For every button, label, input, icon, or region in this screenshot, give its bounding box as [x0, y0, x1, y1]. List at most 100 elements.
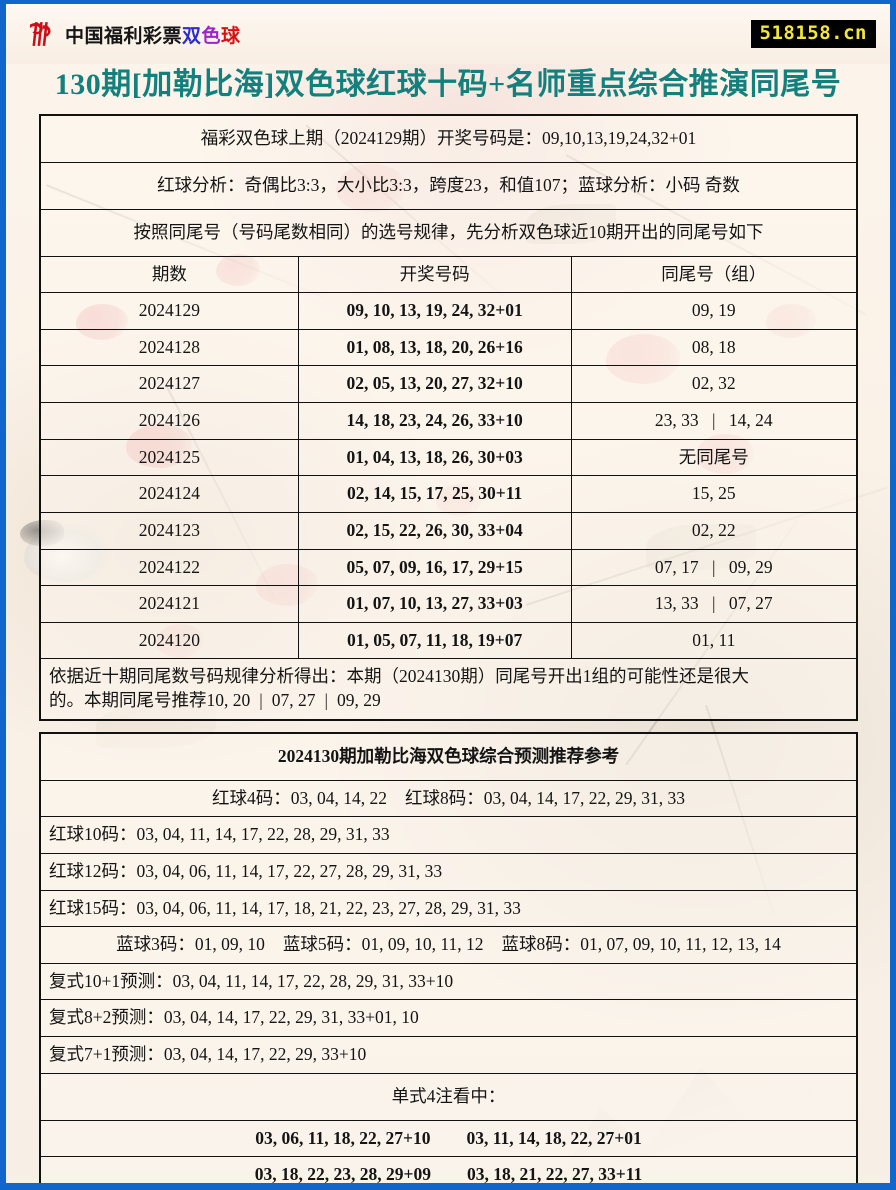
cell-issue: 2024128 [39, 328, 299, 367]
forecast-row-red15: 红球15码：03, 04, 06, 11, 14, 17, 18, 21, 22… [39, 889, 858, 928]
single-bet-1: 03, 06, 11, 18, 22, 27+10 [255, 1127, 431, 1148]
lottery-logo: 中国福利彩票 双 色 球 [24, 17, 241, 51]
cell-tails: 无同尾号 [570, 438, 858, 477]
logo-text-cn: 中国福利彩票 [65, 24, 183, 47]
cell-tails: 02, 32 [570, 365, 858, 404]
intro-row-analysis: 红球分析：奇偶比3:3，大小比3:3，跨度23，和值107；蓝球分析：小码 奇数 [39, 161, 858, 210]
cell-issue: 2024129 [39, 292, 299, 330]
cell-tails: 07, 17 | 09, 29 [570, 548, 858, 587]
tail-group: 14, 24 [728, 410, 773, 431]
cell-numbers: 05, 07, 09, 16, 17, 29+15 [297, 548, 572, 587]
tail-group: 13, 33 [654, 593, 699, 614]
header-issue: 期数 [39, 255, 299, 294]
blue-cell: 蓝球3码：01, 09, 10 蓝球5码：01, 09, 10, 11, 12 蓝球… [39, 926, 858, 964]
cell-tails: 15, 25 [570, 475, 858, 513]
tail-group: 07, 27 [728, 593, 773, 614]
singles-cell: 03, 06, 11, 18, 22, 27+10 03, 11, 14, 18,… [39, 1119, 858, 1158]
table-row: 2024122 05, 07, 09, 16, 17, 29+15 07, 17… [39, 548, 858, 587]
tail-group: 08, 18 [691, 336, 736, 357]
blue5-label: 蓝球5码： [282, 934, 362, 955]
single-bet-3: 03, 18, 22, 23, 28, 29+09 [254, 1164, 431, 1185]
logo-text-ssq-3: 球 [221, 24, 241, 47]
logo-wordmark: 中国福利彩票 双 色 球 [65, 21, 241, 48]
cell-numbers: 01, 08, 13, 18, 20, 26+16 [297, 328, 572, 367]
cell-issue: 2024120 [39, 621, 299, 660]
singles-row-2: 03, 18, 22, 23, 28, 29+09 03, 18, 21, 22,… [39, 1156, 858, 1185]
cell-numbers: 14, 18, 23, 24, 26, 33+10 [297, 402, 572, 440]
cell-issue: 2024125 [39, 438, 299, 477]
cell-tails: 08, 18 [570, 328, 858, 367]
compound-8-2-text: 复式8+2预测：03, 04, 14, 17, 22, 29, 31, 33+0… [39, 999, 858, 1038]
forecast-heading-row: 2024130期加勒比海双色球综合预测推荐参考 [39, 732, 858, 781]
forecast-row-red12: 红球12码：03, 04, 06, 11, 14, 17, 22, 27, 28… [39, 852, 858, 891]
cell-issue: 2024124 [39, 475, 299, 513]
history-header-row: 期数 开奖号码 同尾号（组） [39, 255, 858, 294]
tail-separator: | [712, 410, 716, 431]
tail-group: 01, 11 [692, 629, 736, 650]
tail-group: 23, 33 [654, 410, 699, 431]
red15-text: 红球15码：03, 04, 06, 11, 14, 17, 18, 21, 22… [39, 889, 858, 928]
analysis-table: 福彩双色球上期（2024129期）开奖号码是：09,10,13,19,24,32… [39, 113, 858, 721]
logo-text-ssq-2: 色 [201, 24, 222, 47]
rule-text: 按照同尾号（号码尾数相同）的选号规律，先分析双色球近10期开出的同尾号如下 [39, 208, 858, 257]
intro-row-last-draw: 福彩双色球上期（2024129期）开奖号码是：09,10,13,19,24,32… [39, 114, 858, 163]
singles-row-1: 03, 06, 11, 18, 22, 27+10 03, 11, 14, 18,… [39, 1119, 858, 1158]
compound-10-1-text: 复式10+1预测：03, 04, 11, 14, 17, 22, 28, 29,… [39, 962, 858, 1001]
conclusion-row: 依据近十期同尾数号码规律分析得出：本期（2024130期）同尾号开出1组的可能性… [39, 658, 858, 721]
conclusion-tail-3: 09, 29 [337, 690, 381, 711]
conclusion-separator: | [259, 690, 263, 711]
table-row: 2024127 02, 05, 13, 20, 27, 32+10 02, 32 [39, 365, 858, 404]
tail-separator: | [712, 556, 716, 577]
cell-issue: 2024127 [39, 365, 299, 404]
cell-issue: 2024123 [39, 511, 299, 550]
cell-numbers: 01, 05, 07, 11, 18, 19+07 [297, 621, 572, 660]
red4-label: 红球4码： [212, 787, 291, 808]
tail-group: 02, 32 [691, 373, 736, 394]
blue3-value: 01, 09, 10 [194, 934, 265, 955]
cell-numbers: 01, 07, 10, 13, 27, 33+03 [297, 585, 572, 623]
table-row: 2024125 01, 04, 13, 18, 26, 30+03 无同尾号 [39, 438, 858, 477]
red8-label: 红球8码： [405, 787, 484, 808]
conclusion-tail-1: 10, 20 [206, 690, 251, 711]
cell-tails: 02, 22 [570, 511, 858, 550]
conclusion-text: 依据近十期同尾数号码规律分析得出：本期（2024130期）同尾号开出1组的可能性… [39, 658, 858, 721]
site-url-badge[interactable]: 518158.cn [750, 19, 876, 49]
cell-tails: 01, 11 [570, 621, 858, 660]
cell-numbers: 02, 05, 13, 20, 27, 32+10 [297, 365, 572, 404]
forecast-table: 2024130期加勒比海双色球综合预测推荐参考 红球4码：03, 04, 14,… [39, 731, 858, 1185]
header-tails: 同尾号（组） [570, 255, 858, 294]
tail-group: 02, 22 [691, 519, 736, 540]
conclusion-separator: | [324, 690, 329, 711]
blue5-value: 01, 09, 10, 11, 12 [361, 934, 484, 955]
cell-tails: 13, 33 | 07, 27 [570, 585, 858, 623]
red12-text: 红球12码：03, 04, 06, 11, 14, 17, 22, 27, 28… [39, 852, 858, 891]
single-bet-2: 03, 11, 14, 18, 22, 27+01 [466, 1127, 642, 1148]
red10-text: 红球10码：03, 04, 11, 14, 17, 22, 28, 29, 31… [39, 816, 858, 854]
cell-issue: 2024122 [39, 548, 299, 587]
singles-heading: 单式4注看中： [39, 1072, 858, 1121]
single-bet-4: 03, 18, 21, 22, 27, 33+11 [466, 1164, 643, 1185]
tail-group: 15, 25 [691, 483, 736, 504]
intro-row-rule: 按照同尾号（号码尾数相同）的选号规律，先分析双色球近10期开出的同尾号如下 [39, 208, 858, 257]
cell-numbers: 01, 04, 13, 18, 26, 30+03 [297, 438, 572, 477]
table-row: 2024123 02, 15, 22, 26, 30, 33+04 02, 22 [39, 511, 858, 550]
forecast-row-compound-10-1: 复式10+1预测：03, 04, 11, 14, 17, 22, 28, 29,… [39, 962, 858, 1001]
header-numbers: 开奖号码 [297, 255, 572, 294]
red4-value: 03, 04, 14, 22 [290, 787, 387, 808]
logo-text-ssq-1: 双 [182, 24, 202, 47]
red8-value: 03, 04, 14, 17, 22, 29, 31, 33 [483, 787, 685, 808]
blue8-value: 01, 07, 09, 10, 11, 12, 13, 14 [580, 934, 781, 955]
conclusion-line1: 依据近十期同尾数号码规律分析得出：本期（2024130期）同尾号开出1组的可能性… [49, 666, 749, 687]
page-title: 130期[加勒比海]双色球红球十码+名师重点综合推演同尾号 [54, 68, 842, 101]
cell-tails: 23, 33 | 14, 24 [570, 402, 858, 440]
forecast-row-red10: 红球10码：03, 04, 11, 14, 17, 22, 28, 29, 31… [39, 816, 858, 854]
tail-group: 09, 19 [691, 300, 736, 321]
table-row: 2024129 09, 10, 13, 19, 24, 32+01 09, 19 [39, 292, 858, 330]
conclusion-line2-prefix: 的。本期同尾号推荐 [49, 690, 207, 711]
forecast-row-compound-7-1: 复式7+1预测：03, 04, 14, 17, 22, 29, 33+10 [39, 1036, 858, 1074]
forecast-row-compound-8-2: 复式8+2预测：03, 04, 14, 17, 22, 29, 31, 33+0… [39, 999, 858, 1038]
singles-cell: 03, 18, 22, 23, 28, 29+09 03, 18, 21, 22,… [39, 1156, 858, 1185]
forecast-row-red-4-8: 红球4码：03, 04, 14, 22 红球8码：03, 04, 14, 17, … [39, 779, 858, 818]
table-row: 2024121 01, 07, 10, 13, 27, 33+03 13, 33… [39, 585, 858, 623]
